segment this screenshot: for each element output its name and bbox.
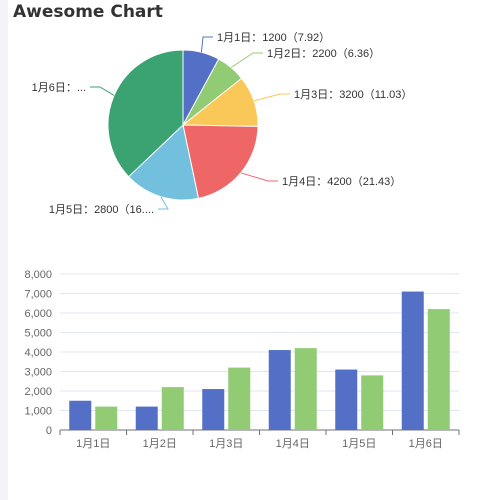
chart-title: Awesome Chart (13, 2, 163, 22)
y-tick-label: 4,000 (24, 347, 52, 359)
pie-leader-line-3 (253, 93, 290, 102)
bar-series-2-2[interactable] (161, 387, 184, 430)
pie-slice-5[interactable] (127, 124, 200, 201)
bar-series-1-3[interactable] (202, 389, 225, 430)
x-tick-label: 1月6日 (409, 438, 443, 450)
x-tick-label: 1月3日 (209, 438, 243, 450)
bar-series-1-6[interactable] (401, 291, 424, 430)
bar-series-1-2[interactable] (135, 406, 158, 430)
bar-series-1-1[interactable] (69, 400, 92, 430)
pie-label-2: 1月2日：2200（6.36） (267, 47, 380, 60)
pie-chart: 1月1日：1200（7.92） 1月2日：2200（6.36） 1月3日：3200（… (32, 31, 413, 216)
y-tick-label: 0 (46, 425, 52, 437)
bar-series-2-4[interactable] (294, 348, 317, 430)
bar-series-2-5[interactable] (361, 375, 384, 430)
pie-leader-line-6 (90, 86, 115, 96)
chart-card: Awesome Chart 1月1日：1200（7.92） 1月2日：2200（6… (8, 0, 500, 500)
pie-label-6: 1月6日：... (32, 82, 86, 94)
y-tick-label: 5,000 (24, 328, 52, 340)
bar-series-2-3[interactable] (228, 367, 251, 430)
bar-series-1-4[interactable] (268, 350, 291, 430)
pie-label-1: 1月1日：1200（7.92） (217, 31, 330, 44)
pie-label-4: 1月4日：4200（21.43） (282, 175, 401, 188)
pie-label-5: 1月5日：2800（16.... (49, 203, 154, 216)
pie-slice-6[interactable] (107, 49, 184, 178)
bar-series-2-1[interactable] (95, 406, 118, 430)
x-tick-label: 1月5日 (342, 438, 376, 450)
x-tick-label: 1月4日 (276, 438, 310, 450)
y-tick-label: 6,000 (24, 308, 52, 320)
y-tick-label: 7,000 (24, 289, 52, 301)
y-tick-label: 2,000 (24, 386, 52, 398)
x-tick-label: 1月2日 (143, 438, 177, 450)
pie-label-3: 1月3日：3200（11.03） (294, 88, 412, 101)
bar-chart: 0 1,000 2,000 3,000 4,000 5,000 6,000 7,000 8,00… (24, 269, 460, 450)
bar-series-1-5[interactable] (335, 369, 358, 430)
pie-leader-line-5 (158, 196, 169, 210)
y-tick-label: 1,000 (24, 406, 52, 418)
bar-series-2-6[interactable] (427, 309, 450, 430)
pie-leader-line-2 (230, 52, 263, 68)
y-tick-label: 8,000 (24, 269, 52, 281)
x-tick-label: 1月1日 (76, 438, 110, 450)
pie-leader-line-1 (200, 36, 213, 53)
pie-leader-line-4 (240, 172, 278, 182)
y-tick-label: 3,000 (24, 367, 52, 379)
